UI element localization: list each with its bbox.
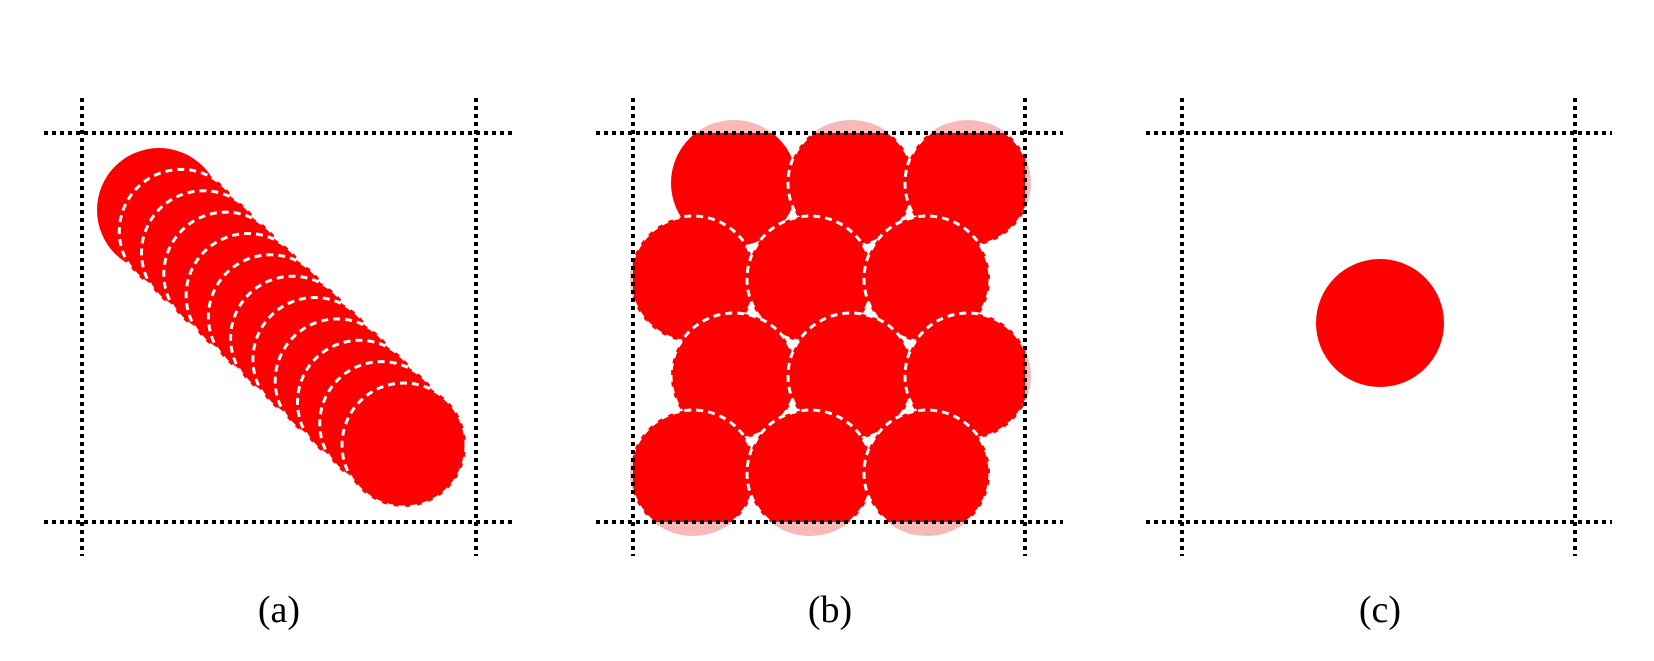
panel-a-caption: (a) <box>257 589 301 631</box>
panel-c <box>1146 98 1612 556</box>
panel-b <box>596 98 1063 556</box>
panel-a-circles <box>97 148 468 509</box>
panel-c-frame <box>1146 98 1612 556</box>
panel-c-circle <box>1316 259 1444 387</box>
panel-b-circles <box>633 133 1025 522</box>
diagonal-circle <box>340 381 468 509</box>
panel-b-caption: (b) <box>807 589 853 631</box>
grid-circle <box>633 408 758 522</box>
panel-a <box>44 98 512 556</box>
panel-b-frame <box>596 98 1063 556</box>
panel-c-caption: (c) <box>1358 589 1402 631</box>
grid-circle <box>862 408 992 522</box>
panel-a-frame <box>44 98 512 556</box>
grid-circle <box>745 408 875 522</box>
